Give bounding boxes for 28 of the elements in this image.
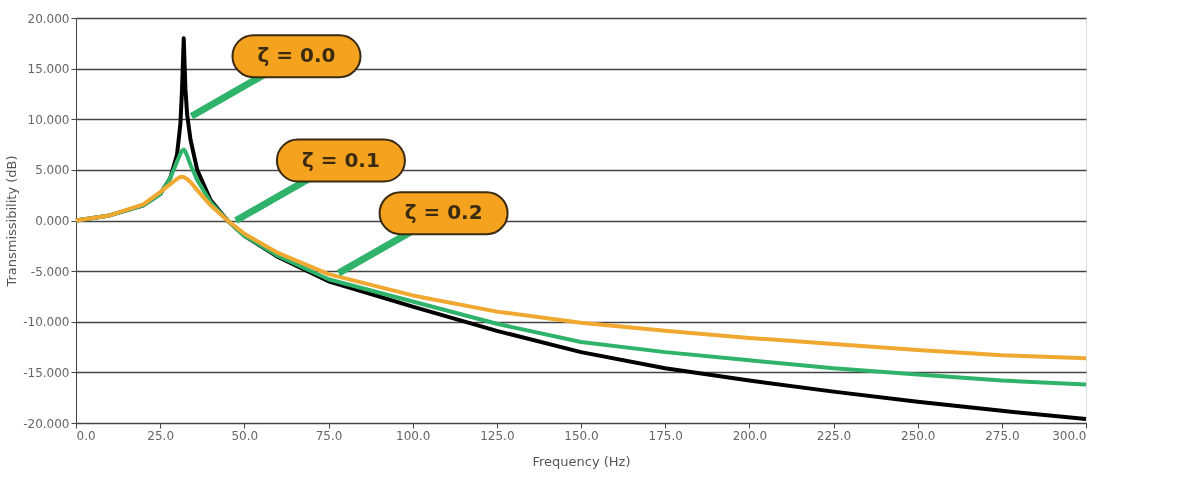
x-tick-label: 275.0 [985, 428, 1020, 443]
y-tick-label: 0.000 [35, 214, 70, 228]
y-tick-label: 15.000 [27, 62, 70, 77]
y-tick-label: 20.000 [27, 11, 70, 26]
x-tick-label: 150.0 [564, 428, 599, 443]
x-axis-title: Frequency (Hz) [532, 453, 631, 469]
x-tick-label: 300.0 [1052, 428, 1087, 443]
annotation: ζ = 0.1 [301, 147, 380, 172]
x-tick-label: 50.0 [231, 428, 259, 443]
annotation: ζ = 0.2 [404, 200, 483, 225]
x-tick-label: 100.0 [395, 428, 431, 443]
x-tick-label: 25.0 [147, 428, 175, 443]
x-tick-label: 75.0 [315, 428, 343, 443]
y-tick-label: -5.000 [30, 264, 70, 279]
x-tick-label: 175.0 [648, 428, 683, 443]
y-tick-label: -10.000 [23, 315, 70, 330]
y-tick-label: 10.000 [27, 112, 70, 127]
y-tick-label: 5.000 [35, 163, 70, 178]
annotation: ζ = 0.0 [257, 43, 336, 68]
y-axis-title: Transmissibility (dB) [4, 155, 20, 288]
y-tick-label: -20.000 [23, 416, 70, 431]
x-tick-label: 0.0 [76, 428, 96, 443]
y-tick-label: -15.000 [23, 365, 70, 380]
x-tick-label: 225.0 [816, 428, 852, 443]
line-series [74, 174, 1088, 361]
x-tick-label: 250.0 [900, 428, 936, 443]
x-tick-label: 200.0 [732, 428, 768, 443]
x-tick-label: 125.0 [480, 428, 515, 443]
